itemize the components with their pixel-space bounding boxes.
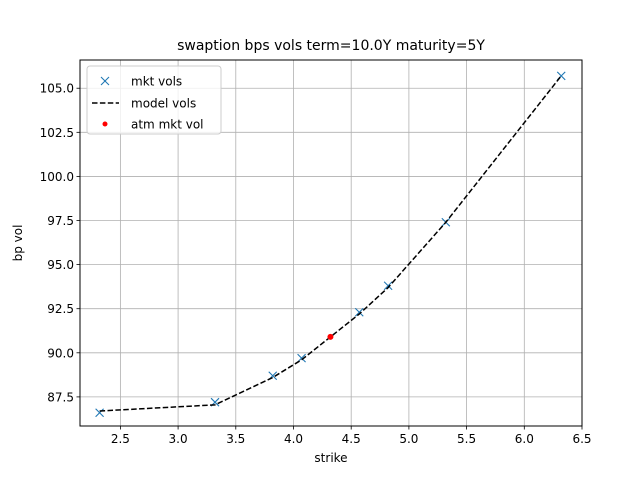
mkt-vol-point: [383, 281, 393, 291]
y-tick-label: 102.5: [40, 126, 74, 140]
chart-title: swaption bps vols term=10.0Y maturity=5Y: [177, 38, 485, 54]
atm-mkt-vol-point: [327, 333, 334, 340]
x-axis-label: strike: [314, 451, 347, 465]
y-tick-label: 100.0: [40, 170, 74, 184]
y-tick-label: 87.5: [47, 390, 74, 404]
x-tick-label: 2.5: [111, 432, 130, 446]
y-tick-label: 97.5: [47, 214, 74, 228]
x-tick-label: 5.5: [457, 432, 476, 446]
plot-frame: [79, 59, 583, 427]
y-tick-label: 92.5: [47, 302, 74, 316]
marker-stroke: [354, 307, 364, 317]
legend-box: [86, 65, 222, 135]
legend-label: atm mkt vol: [131, 118, 204, 132]
x-tick-label: 4.0: [284, 432, 303, 446]
y-tick-label: 105.0: [40, 82, 74, 96]
marker-stroke: [95, 408, 105, 418]
legend: mkt vols model vols atm mkt vol: [86, 65, 222, 135]
x-tick-label: 3.5: [226, 432, 245, 446]
mkt-vol-point: [95, 408, 105, 418]
x-tick-label: 4.5: [342, 432, 361, 446]
x-tick-label: 6.5: [572, 432, 591, 446]
y-tick-label: 90.0: [47, 346, 74, 360]
axes: 2.5 3.0 3.5 4.0 4.5 5.0 5.5 6.0 6.5 87.5 90.0 92.5 9…: [40, 82, 592, 446]
x-tick-label: 3.0: [169, 432, 188, 446]
marker-stroke: [383, 281, 393, 291]
marker-stroke: [100, 76, 110, 86]
legend-label: mkt vols: [131, 75, 182, 89]
y-tick-label: 95.0: [47, 258, 74, 272]
mkt-vol-point: [354, 307, 364, 317]
x-tick-label: 5.0: [399, 432, 418, 446]
legend-label: model vols: [131, 97, 196, 111]
y-axis-label: bp vol: [11, 225, 25, 262]
series-layer: [95, 71, 566, 418]
legend-handle-atm-mkt-vol: [102, 121, 108, 127]
x-tick-label: 6.0: [515, 432, 534, 446]
legend-handle-mkt-vols: [100, 76, 110, 86]
